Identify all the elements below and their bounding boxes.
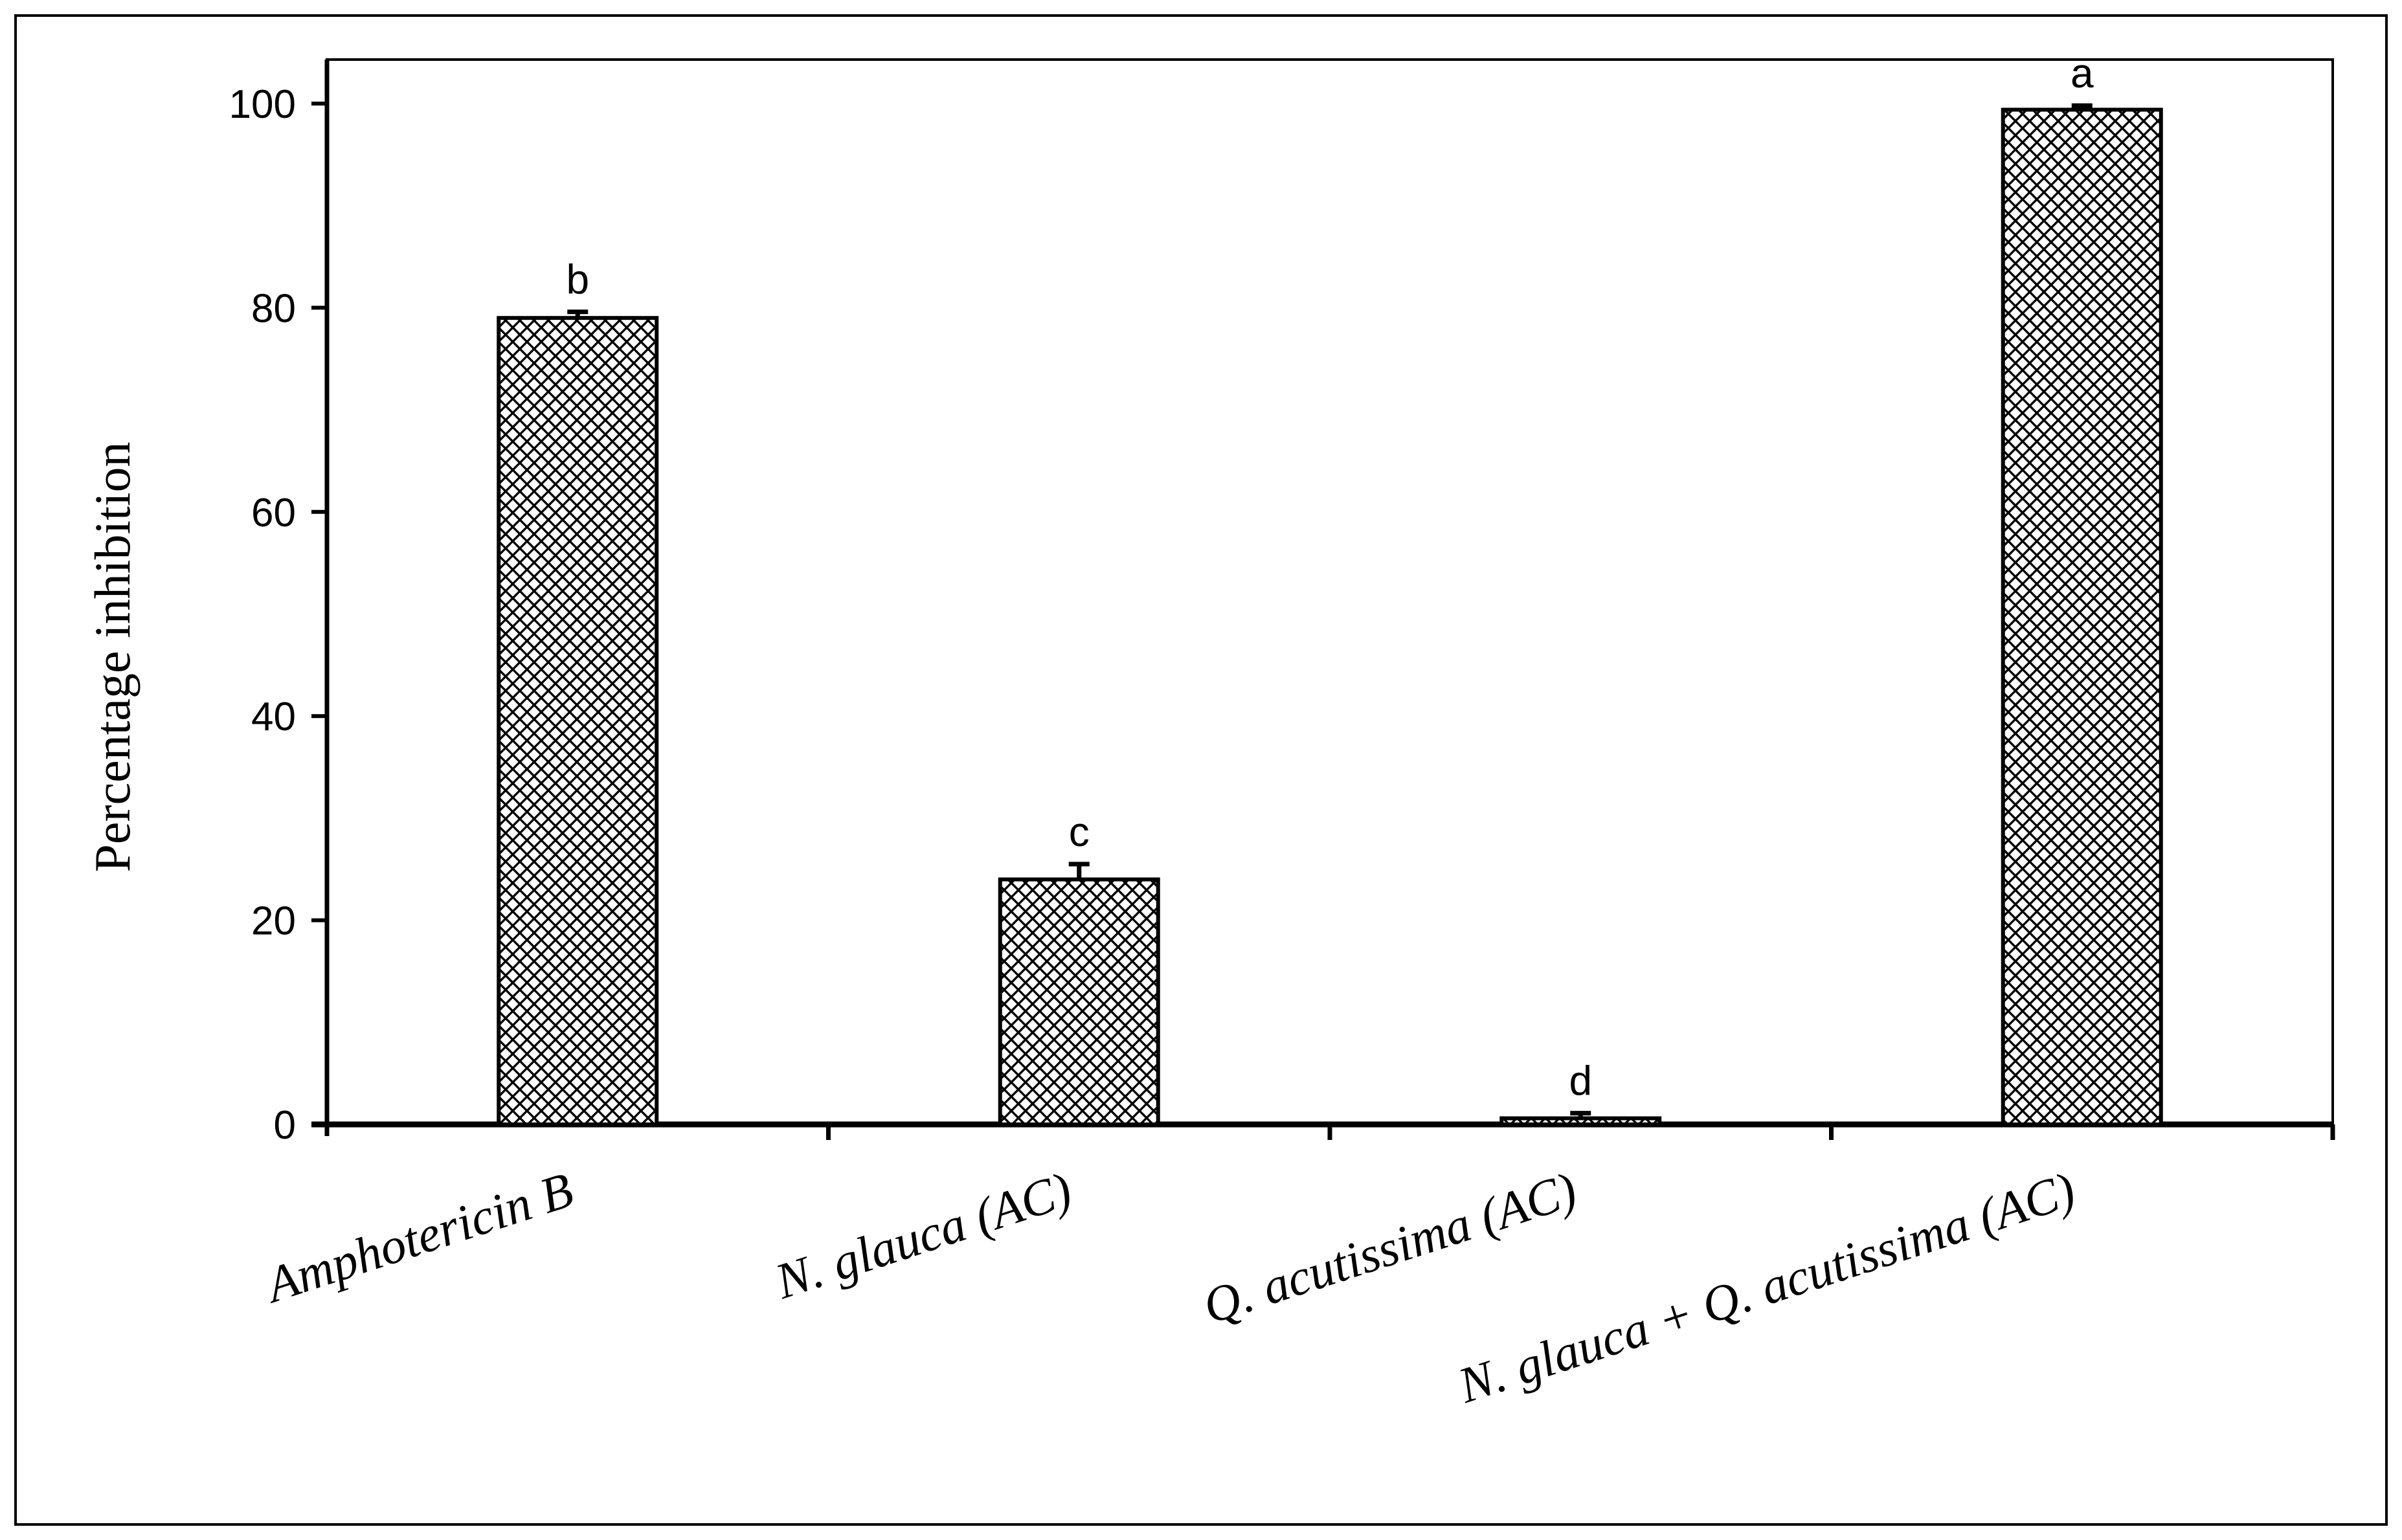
significance-letter: b [566, 256, 589, 303]
y-tick-label: 0 [274, 1103, 296, 1148]
y-tick-label: 100 [229, 82, 296, 127]
bar [2001, 107, 2163, 1126]
bar [1499, 1116, 1662, 1126]
outer-border [14, 14, 2388, 1526]
y-tick-label: 60 [251, 491, 296, 535]
y-axis-title: Percentage inhibition [84, 442, 140, 873]
significance-letter: a [2071, 50, 2094, 96]
significance-letter: c [1069, 809, 1090, 855]
y-tick-label: 40 [251, 695, 296, 739]
bar [497, 316, 659, 1126]
significance-letter: d [1569, 1058, 1592, 1104]
y-tick-label: 20 [251, 899, 296, 944]
y-tick-label: 80 [251, 286, 296, 331]
bars [497, 103, 2163, 1127]
bar [998, 877, 1160, 1127]
